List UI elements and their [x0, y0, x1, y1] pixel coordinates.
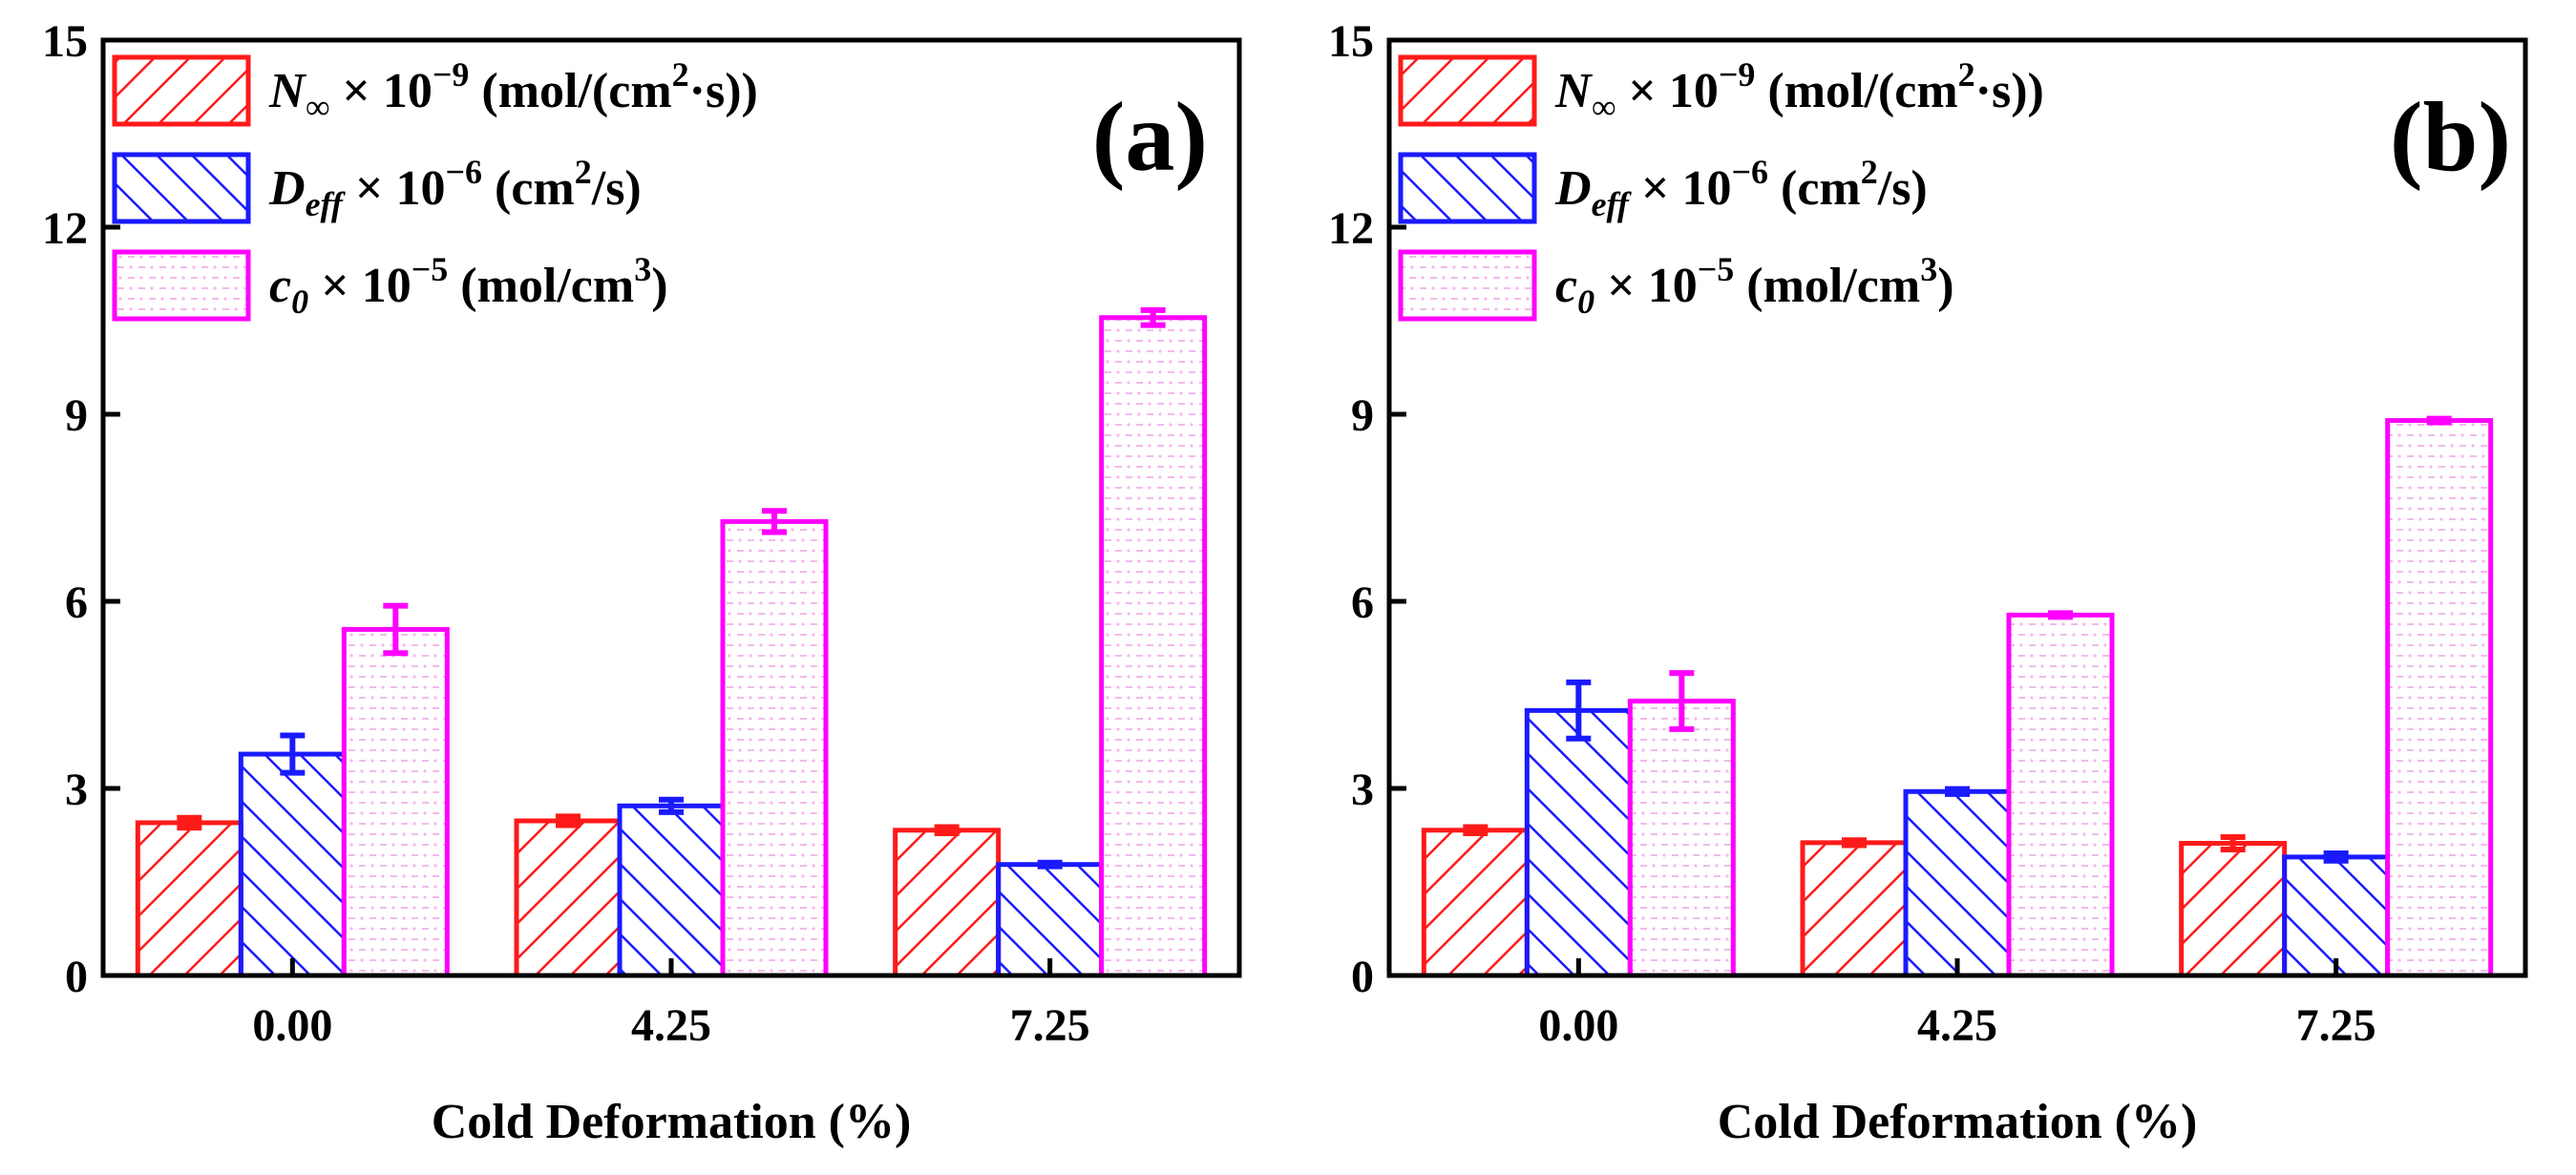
y-tick-label: 6 [1351, 577, 1374, 628]
error-bar-D-0.00 [280, 732, 306, 776]
error-bar-D-0.00 [1566, 679, 1592, 742]
y-tick-label: 15 [42, 16, 88, 67]
legend-a: N∞ × 10−9 (mol/(cm2·s)) Deff × 10−6 (cm2/… [112, 54, 758, 322]
legend-swatch-D [112, 152, 251, 224]
x-tick-label: 7.25 [2296, 1000, 2376, 1051]
bar-c-4.25 [720, 518, 829, 978]
x-axis-label-a: Cold Deformation (%) [432, 1095, 912, 1149]
bar-N-0.00 [1421, 828, 1530, 978]
bar-c-0.00 [1627, 699, 1736, 978]
plot-frame-b [1386, 37, 2528, 978]
x-tick-label: 4.25 [1917, 1000, 1997, 1051]
y-tick-label: 15 [1328, 16, 1374, 67]
legend-swatch-D [1398, 152, 1537, 224]
x-tick-label: 0.00 [252, 1000, 332, 1051]
y-tick-label: 6 [65, 577, 88, 628]
bar-N-4.25 [514, 818, 623, 978]
plot-frame-a [100, 37, 1242, 978]
x-axis-label-b: Cold Deformation (%) [1718, 1095, 2198, 1149]
error-bar-c-7.25 [1140, 306, 1166, 328]
error-bar-c-4.25 [762, 508, 787, 535]
error-bar-D-4.25 [1945, 786, 1970, 797]
legend-label-N: N∞ × 10−9 (mol/(cm2·s)) [268, 55, 758, 126]
error-bar-c-4.25 [2048, 610, 2073, 620]
x-ticks-a: 0.00 4.25 7.25 [252, 958, 1090, 1051]
error-bar-D-4.25 [659, 796, 684, 815]
y-tick-label: 9 [65, 390, 88, 441]
error-bar-D-7.25 [1037, 859, 1063, 870]
x-ticks-b: 0.00 4.25 7.25 [1538, 958, 2376, 1051]
y-tick-label: 0 [1351, 952, 1374, 1002]
legend-swatch-N [112, 54, 251, 127]
x-tick-label: 7.25 [1010, 1000, 1090, 1051]
error-bar-N-7.25 [934, 824, 960, 837]
y-ticks-a: 0 3 6 9 12 15 [42, 16, 120, 1002]
bar-c-4.25 [2006, 612, 2115, 978]
x-tick-label: 0.00 [1538, 1000, 1618, 1051]
y-tick-label: 12 [42, 203, 88, 254]
legend-b: N∞ × 10−9 (mol/(cm2·s)) Deff × 10−6 (cm2/… [1398, 54, 2044, 322]
legend-swatch-c [1398, 249, 1537, 322]
bar-D-0.00 [238, 751, 347, 978]
panel-a: 0 3 6 9 12 15 0.00 4.25 7.25 (a) N∞ × 10−9 (mol… [42, 16, 1242, 1149]
error-bar-D-7.25 [2323, 850, 2349, 864]
legend-label-c: c0 × 10−5 (mol/cm3) [1555, 250, 1954, 321]
y-tick-label: 3 [65, 765, 88, 815]
error-bar-c-0.00 [1669, 670, 1695, 732]
bar-N-0.00 [135, 820, 243, 978]
error-bar-c-7.25 [2426, 415, 2452, 426]
y-ticks-b: 0 3 6 9 12 15 [1328, 16, 1406, 1002]
bar-c-7.25 [1099, 315, 1208, 978]
bars-a [135, 306, 1208, 978]
bar-N-7.25 [893, 828, 1002, 978]
y-tick-label: 3 [1351, 765, 1374, 815]
legend-swatch-c [112, 249, 251, 322]
bar-D-7.25 [996, 862, 1105, 978]
error-bar-c-0.00 [383, 602, 409, 657]
bar-c-0.00 [341, 626, 450, 978]
panel-label-a: (a) [1092, 82, 1208, 192]
bar-D-0.00 [1524, 707, 1633, 978]
error-bar-N-4.25 [556, 813, 581, 829]
bar-D-4.25 [617, 803, 726, 978]
bar-N-4.25 [1800, 840, 1909, 978]
legend-label-c: c0 × 10−5 (mol/cm3) [269, 250, 668, 321]
error-bar-N-4.25 [1842, 837, 1867, 849]
legend-label-D: Deff × 10−6 (cm2/s) [268, 153, 642, 223]
panel-label-b: (b) [2390, 82, 2511, 192]
legend-swatch-N [1398, 54, 1537, 127]
y-tick-label: 12 [1328, 203, 1374, 254]
error-bar-N-7.25 [2220, 833, 2246, 853]
panel-b: 0 3 6 9 12 15 0.00 4.25 7.25 (b) N∞ × 10−9 (mol… [1328, 16, 2528, 1149]
bar-D-7.25 [2282, 854, 2391, 978]
x-tick-label: 4.25 [631, 1000, 711, 1051]
y-tick-label: 0 [65, 952, 88, 1002]
error-bar-N-0.00 [177, 814, 202, 831]
y-tick-label: 9 [1351, 390, 1374, 441]
bar-N-7.25 [2179, 840, 2288, 978]
legend-label-N: N∞ × 10−9 (mol/(cm2·s)) [1554, 55, 2044, 126]
error-bar-N-0.00 [1463, 824, 1489, 837]
bars-b [1421, 415, 2494, 978]
legend-label-D: Deff × 10−6 (cm2/s) [1554, 153, 1928, 223]
bar-c-7.25 [2385, 418, 2494, 978]
bar-D-4.25 [1903, 788, 2012, 978]
